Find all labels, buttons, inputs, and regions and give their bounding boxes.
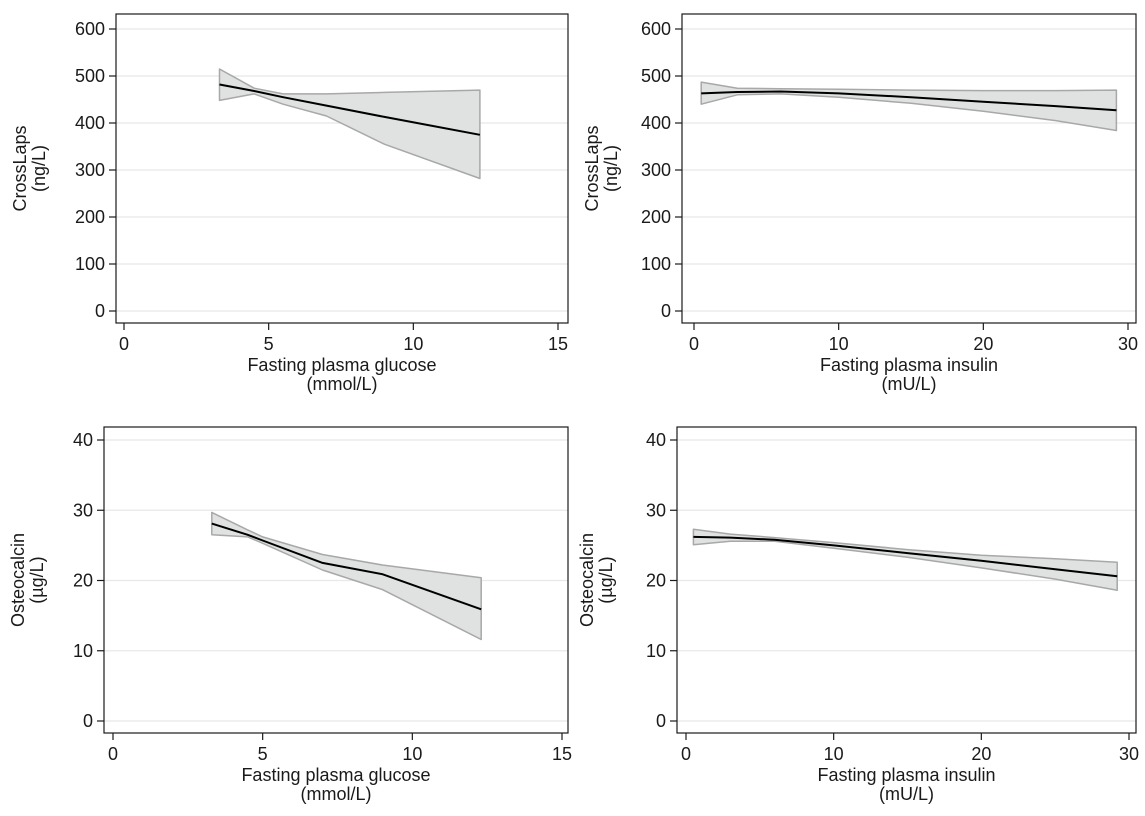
- y-axis-title: (µg/L): [27, 556, 47, 603]
- y-axis-title: CrossLaps: [582, 125, 602, 211]
- x-axis-title: Fasting plasma glucose: [241, 765, 430, 785]
- fit-line: [693, 535, 1118, 578]
- x-tick-label: 0: [119, 334, 129, 354]
- x-tick-label: 0: [681, 744, 691, 764]
- confidence-band: [218, 68, 481, 180]
- chart-panel-1: 0 100 200 300 400 500 600 0 5 10 15 Fasting plasma …: [10, 13, 569, 394]
- y-axis-title: CrossLaps: [10, 125, 30, 211]
- x-tick-label: 5: [264, 334, 274, 354]
- x-tick-label: 30: [1118, 334, 1138, 354]
- x-axis-title: (mmol/L): [307, 374, 378, 394]
- y-tick-label: 10: [646, 641, 666, 661]
- x-tick-label: 20: [973, 334, 993, 354]
- y-tick-label: 0: [661, 301, 671, 321]
- x-axis-title: Fasting plasma glucose: [247, 355, 436, 375]
- x-tick-label: 10: [829, 334, 849, 354]
- y-tick-label: 100: [641, 254, 671, 274]
- fit-line: [701, 90, 1117, 112]
- chart-panel-3: 0 10 20 30 40 0 5 10 15 Fasting plasma glucose(mm…: [8, 426, 572, 804]
- confidence-band: [211, 511, 482, 641]
- x-tick-label: 20: [971, 744, 991, 764]
- x-tick-label: 10: [824, 744, 844, 764]
- x-tick-label: 10: [402, 744, 422, 764]
- y-tick-label: 40: [73, 430, 93, 450]
- x-tick-label: 5: [258, 744, 268, 764]
- y-tick-label: 20: [646, 571, 666, 591]
- x-tick-label: 10: [403, 334, 423, 354]
- chart-panel-4: 0 10 20 30 40 0 10 20 30 Fasting plasma insulin(m…: [577, 426, 1139, 804]
- y-axis-title: (ng/L): [29, 145, 49, 192]
- y-tick-label: 600: [641, 19, 671, 39]
- y-tick-label: 600: [75, 19, 105, 39]
- y-tick-label: 100: [75, 254, 105, 274]
- y-tick-label: 400: [75, 113, 105, 133]
- x-tick-label: 30: [1119, 744, 1139, 764]
- x-tick-label: 15: [552, 744, 572, 764]
- y-tick-label: 200: [641, 207, 671, 227]
- y-tick-label: 40: [646, 430, 666, 450]
- y-tick-label: 10: [73, 641, 93, 661]
- x-axis-title: (mU/L): [879, 784, 934, 804]
- y-tick-label: 300: [75, 160, 105, 180]
- y-tick-label: 200: [75, 207, 105, 227]
- fit-line: [211, 522, 482, 611]
- y-tick-label: 20: [73, 571, 93, 591]
- y-axis-title: Osteocalcin: [8, 533, 28, 627]
- y-tick-label: 400: [641, 113, 671, 133]
- fit-line: [219, 83, 481, 136]
- y-tick-label: 0: [656, 711, 666, 731]
- plot-frame: [681, 13, 1137, 324]
- x-tick-label: 0: [689, 334, 699, 354]
- y-tick-label: 0: [83, 711, 93, 731]
- x-axis-title: (mU/L): [882, 374, 937, 394]
- plot-frame: [115, 13, 569, 324]
- chart-panel-2: 0 100 200 300 400 500 600 0 10 20 30 Fasting plasma…: [582, 13, 1138, 394]
- y-tick-label: 300: [641, 160, 671, 180]
- y-tick-label: 500: [75, 66, 105, 86]
- confidence-band: [692, 528, 1118, 592]
- y-tick-label: 30: [73, 500, 93, 520]
- y-axis-title: (ng/L): [601, 145, 621, 192]
- x-tick-label: 0: [108, 744, 118, 764]
- y-tick-label: 0: [95, 301, 105, 321]
- y-tick-label: 500: [641, 66, 671, 86]
- y-axis-title: (µg/L): [596, 556, 616, 603]
- x-tick-label: 15: [548, 334, 568, 354]
- x-axis-title: Fasting plasma insulin: [820, 355, 998, 375]
- y-axis-title: Osteocalcin: [577, 533, 597, 627]
- confidence-band: [700, 81, 1118, 132]
- x-axis-title: (mmol/L): [301, 784, 372, 804]
- y-tick-label: 30: [646, 500, 666, 520]
- x-axis-title: Fasting plasma insulin: [817, 765, 995, 785]
